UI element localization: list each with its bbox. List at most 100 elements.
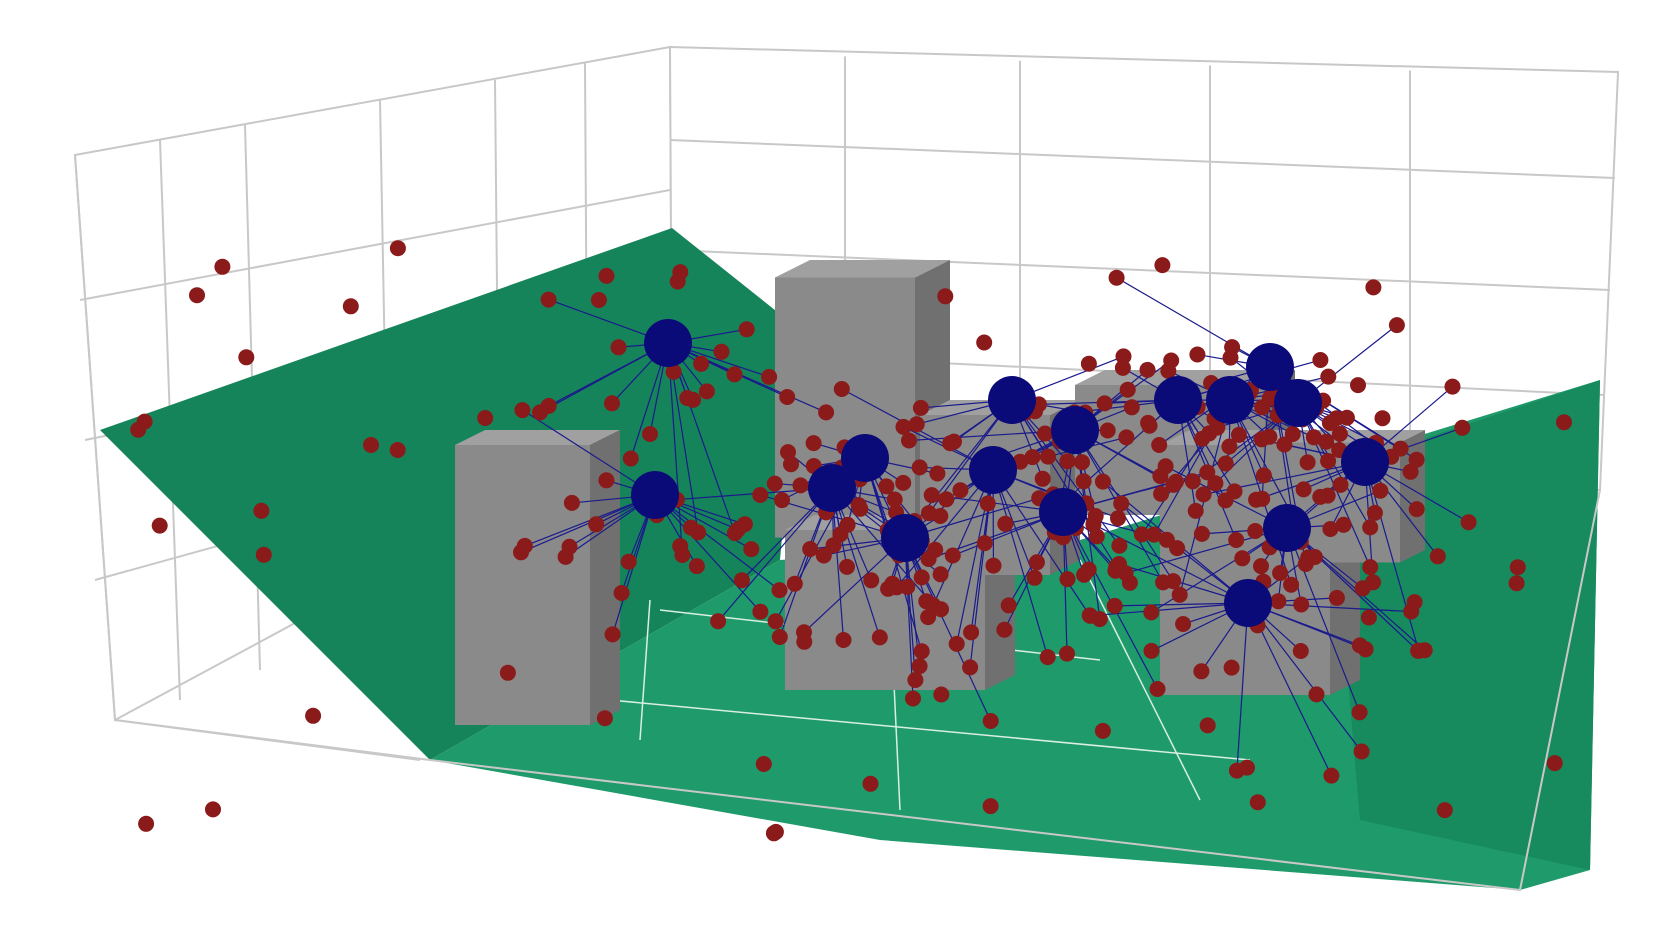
user-node bbox=[1299, 454, 1316, 471]
user-node bbox=[976, 334, 993, 351]
user-node bbox=[1133, 526, 1150, 543]
user-node bbox=[862, 775, 879, 792]
hub-node-4 bbox=[881, 514, 929, 562]
user-node bbox=[477, 410, 494, 426]
user-node bbox=[1332, 476, 1349, 493]
link-0-19 bbox=[539, 342, 669, 413]
user-node bbox=[563, 494, 580, 511]
grid-line-back-h-0 bbox=[669, 139, 1616, 179]
user-node bbox=[863, 572, 880, 589]
user-node bbox=[1207, 475, 1224, 492]
user-node bbox=[1169, 540, 1186, 557]
user-node bbox=[1362, 519, 1379, 536]
user-node bbox=[1118, 429, 1135, 446]
user-node bbox=[771, 629, 788, 645]
user-node bbox=[1360, 609, 1377, 626]
user-node bbox=[895, 474, 912, 491]
user-node bbox=[604, 395, 620, 412]
user-node bbox=[1111, 556, 1127, 572]
user-node bbox=[1338, 409, 1355, 426]
user-node bbox=[1388, 317, 1405, 334]
user-node bbox=[253, 502, 270, 519]
user-node bbox=[1234, 550, 1251, 567]
user-node bbox=[1119, 381, 1136, 398]
link-14-11 bbox=[1093, 523, 1249, 604]
user-node bbox=[997, 515, 1014, 532]
user-node bbox=[912, 399, 929, 416]
user-node bbox=[985, 557, 1002, 574]
user-node bbox=[1374, 410, 1391, 427]
user-node bbox=[1546, 755, 1563, 772]
user-node bbox=[833, 381, 850, 397]
user-node bbox=[1222, 349, 1239, 366]
hub-node-0 bbox=[644, 319, 692, 367]
hub-node-2 bbox=[841, 434, 889, 482]
building-0-side bbox=[590, 430, 620, 725]
user-node bbox=[1195, 486, 1212, 503]
user-node bbox=[1335, 516, 1352, 533]
user-node bbox=[938, 491, 955, 508]
user-node bbox=[1199, 717, 1216, 734]
user-node bbox=[389, 442, 406, 458]
user-node bbox=[1320, 453, 1337, 469]
user-node bbox=[1157, 458, 1174, 475]
user-node bbox=[765, 825, 782, 842]
user-node bbox=[1146, 526, 1162, 543]
user-node bbox=[901, 432, 917, 449]
user-node bbox=[1261, 390, 1278, 407]
link-13-1 bbox=[1286, 527, 1361, 713]
floor-grid-line-4 bbox=[609, 699, 1251, 761]
user-node bbox=[151, 517, 168, 534]
user-node bbox=[1230, 426, 1247, 443]
user-node bbox=[1444, 378, 1461, 395]
user-node bbox=[1154, 257, 1171, 274]
user-node bbox=[1094, 722, 1111, 739]
link-6-14 bbox=[896, 469, 994, 588]
user-node bbox=[1139, 361, 1156, 378]
user-node bbox=[1350, 377, 1366, 394]
user-node bbox=[363, 437, 379, 453]
user-node bbox=[948, 635, 965, 652]
hub-node-11 bbox=[1246, 343, 1294, 391]
user-node bbox=[598, 472, 615, 489]
user-node bbox=[796, 633, 813, 650]
user-node bbox=[1322, 521, 1339, 537]
user-node bbox=[1000, 597, 1017, 614]
user-node bbox=[540, 291, 557, 308]
user-node bbox=[952, 482, 969, 499]
hub-node-9 bbox=[1154, 376, 1202, 424]
user-node bbox=[1408, 451, 1425, 468]
axis-box-front-edges bbox=[74, 154, 1601, 892]
user-node bbox=[1366, 504, 1383, 521]
user-node bbox=[1149, 681, 1166, 697]
user-node bbox=[1454, 419, 1471, 436]
user-node bbox=[669, 273, 686, 290]
link-14-14 bbox=[1247, 602, 1363, 752]
hub-node-5 bbox=[988, 376, 1036, 424]
building-0-top bbox=[455, 430, 620, 445]
user-node bbox=[1295, 481, 1312, 498]
user-node bbox=[1059, 645, 1075, 662]
user-node bbox=[911, 459, 928, 476]
link-6-5 bbox=[992, 469, 1049, 658]
hub-node-13 bbox=[1263, 504, 1311, 552]
hub-node-14 bbox=[1224, 579, 1272, 627]
user-node bbox=[815, 547, 832, 564]
user-node bbox=[1402, 463, 1419, 480]
user-node bbox=[1085, 516, 1102, 533]
user-node bbox=[733, 572, 750, 589]
user-node bbox=[1328, 589, 1345, 606]
user-node bbox=[613, 585, 630, 601]
user-node bbox=[1108, 269, 1125, 286]
user-node bbox=[805, 435, 822, 452]
user-node bbox=[923, 487, 940, 504]
user-node bbox=[771, 582, 788, 599]
user-node bbox=[499, 664, 516, 681]
link-14-12 bbox=[1236, 602, 1249, 771]
user-node bbox=[590, 292, 607, 308]
user-node bbox=[1253, 558, 1269, 575]
user-node bbox=[730, 521, 746, 538]
user-node bbox=[979, 495, 996, 512]
hub-node-7 bbox=[1051, 406, 1099, 454]
user-node bbox=[1255, 467, 1272, 484]
